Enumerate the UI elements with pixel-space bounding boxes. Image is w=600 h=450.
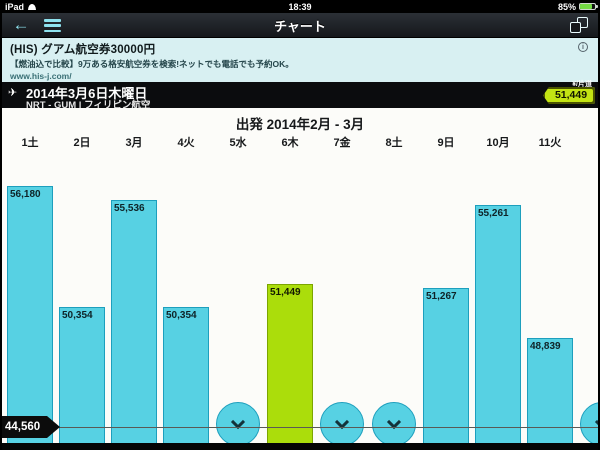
bottom-edge xyxy=(0,443,600,450)
x-axis-label: 7金 xyxy=(333,137,351,149)
min-price-tag: 44,560 xyxy=(2,416,60,438)
price-bar[interactable]: 55,261 xyxy=(475,205,521,443)
back-button[interactable]: ← xyxy=(12,15,30,34)
screen-edge-right xyxy=(598,0,600,450)
screen-edge-left xyxy=(0,0,2,450)
x-axis-label: 5水 xyxy=(229,137,247,149)
load-price-button[interactable] xyxy=(580,402,598,443)
carrier-label: iPad xyxy=(5,1,25,12)
load-price-button[interactable] xyxy=(216,402,260,443)
x-axis-label: 3月 xyxy=(125,137,143,149)
price-unit-label: ¥/片道 xyxy=(572,81,592,88)
ad-body: 【燃油込で比較】9万ある格安航空券を検索!ネットでも電話でも予約OK。 xyxy=(10,59,294,69)
min-price-line xyxy=(2,427,598,428)
battery-percent-label: 85% xyxy=(557,1,576,12)
x-axis-label: 1土 xyxy=(21,137,39,149)
x-axis-label: 9日 xyxy=(437,137,455,149)
price-label: 50,354 xyxy=(166,310,197,322)
flight-info-bar: ✈ 2014年3月6日木曜日 NRT - GUM | フィリピン航空 ¥/片道 … xyxy=(0,81,600,111)
price-label: 50,354 xyxy=(62,310,93,322)
selected-price-badge[interactable]: 51,449 xyxy=(543,87,595,104)
price-bar[interactable]: 56,180 xyxy=(7,186,53,443)
price-label: 51,449 xyxy=(270,287,301,299)
x-axis-label: 4火 xyxy=(177,137,195,149)
nav-bar: チャート ← xyxy=(0,13,600,38)
price-label: 55,261 xyxy=(478,208,509,220)
x-axis-label: 11火 xyxy=(538,137,562,149)
price-bar[interactable]: 48,839 xyxy=(527,338,573,443)
battery-icon xyxy=(579,3,598,10)
airplane-icon: ✈ xyxy=(8,87,18,99)
flight-route-label: NRT - GUM | フィリピン航空 xyxy=(26,100,151,111)
x-axis-label: 8土 xyxy=(385,137,403,149)
price-bar[interactable]: 50,354 xyxy=(163,307,209,443)
flight-date-label: 2014年3月6日木曜日 xyxy=(26,86,148,101)
status-bar: iPad 18:39 85% xyxy=(0,0,600,13)
ad-headline[interactable]: (HIS) グアム航空券30000円 xyxy=(10,44,156,56)
x-axis-label: 10月 xyxy=(486,137,510,149)
price-label: 51,267 xyxy=(426,291,457,303)
price-bar[interactable]: 50,354 xyxy=(59,307,105,443)
ad-url: www.his-j.com/ xyxy=(10,71,72,81)
ad-info-icon[interactable]: i xyxy=(578,42,588,52)
menu-button[interactable] xyxy=(44,19,61,32)
chart-title: 出発 2014年2月 - 3月 xyxy=(235,117,365,132)
price-label: 55,536 xyxy=(114,202,145,214)
price-bar[interactable]: 55,536 xyxy=(111,199,157,443)
price-label: 48,839 xyxy=(530,341,561,353)
price-bar[interactable]: 51,449 xyxy=(267,284,313,443)
wifi-icon xyxy=(27,3,37,10)
x-axis-label: 2日 xyxy=(73,137,91,149)
price-bar[interactable]: 51,267 xyxy=(423,288,469,443)
price-label: 56,180 xyxy=(10,189,41,201)
clock-label: 18:39 xyxy=(288,1,312,12)
load-price-button[interactable] xyxy=(320,402,364,443)
x-axis-label: 6木 xyxy=(281,137,299,149)
load-price-button[interactable] xyxy=(372,402,416,443)
ad-banner[interactable]: (HIS) グアム航空券30000円 【燃油込で比較】9万ある格安航空券を検索!… xyxy=(2,38,598,82)
page-title: チャート xyxy=(274,18,326,34)
pages-button[interactable] xyxy=(570,17,588,33)
chart-plot: 出発 2014年2月 - 3月 1土 56,180 2日 50,354 3月 55,536… xyxy=(2,108,598,443)
